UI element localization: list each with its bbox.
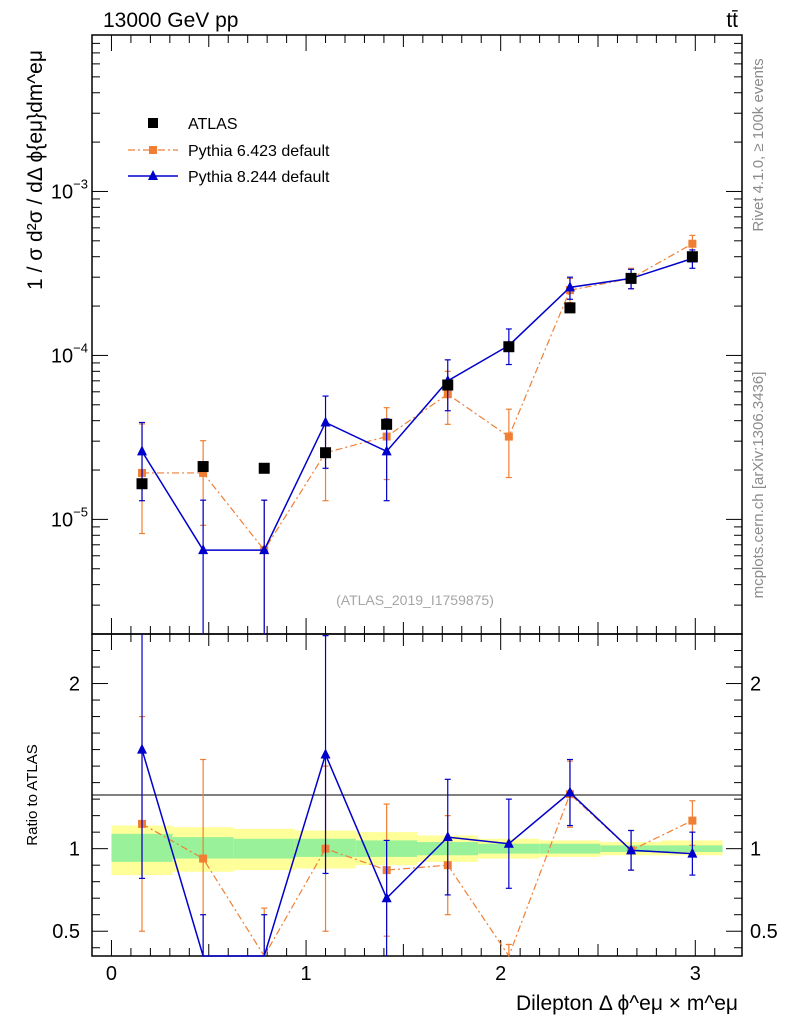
main-point-pythia-8-244-default: [320, 416, 331, 427]
ratio-y-tick-label: 1: [69, 839, 80, 861]
x-axis-label: Dilepton Δ ϕ^eμ × m^eμ: [516, 992, 738, 1015]
ratio-line-pythia-8-244-default: [141, 749, 693, 957]
legend: ATLAS Pythia 6.423 default Pythia 8.244 …: [128, 116, 330, 186]
main-y-tick-label: 10−4: [51, 340, 88, 367]
analysis-label: (ATLAS_2019_I1759875): [336, 592, 494, 608]
ratio-data-series: [137, 634, 698, 958]
legend-atlas-label: ATLAS: [188, 116, 238, 133]
legend-pythia6-marker: [149, 146, 157, 154]
ratio-point-pythia-6-423-default: [199, 854, 208, 863]
source-label: mcplots.cern.ch [arXiv:1306.3436]: [750, 372, 767, 599]
ratio-point-pythia-8-244-default: [626, 844, 637, 855]
main-point-pythia-8-244-default: [564, 281, 575, 292]
main-y-tick-exponent: −5: [73, 504, 88, 519]
main-y-tick-exponent: −3: [73, 176, 88, 191]
main-point-atlas: [564, 302, 576, 314]
main-point-pythia-8-244-default: [259, 544, 270, 555]
main-point-atlas: [258, 462, 270, 474]
ratio-point-pythia-8-244-default: [381, 892, 392, 903]
main-point-atlas: [503, 341, 515, 353]
x-tick-label: 2: [495, 963, 506, 985]
main-point-pythia-6-423-default: [199, 468, 208, 477]
ratio-line-pythia-6-423-default: [141, 793, 693, 958]
ratio-point-pythia-8-244-default: [687, 847, 698, 858]
ratio-y-tick-label-right: 0.5: [750, 921, 778, 943]
ratio-point-pythia-6-423-default: [688, 816, 697, 825]
ratio-band-inner: [539, 843, 601, 854]
main-point-atlas: [625, 272, 637, 284]
ratio-point-pythia-8-244-default: [320, 748, 331, 759]
x-tick-label: 0: [106, 963, 117, 985]
main-point-pythia-6-423-default: [504, 432, 513, 441]
main-y-tick-exponent: −4: [73, 340, 88, 355]
main-point-pythia-6-423-default: [688, 239, 697, 248]
main-y-tick-label: 10−3: [51, 176, 88, 203]
ratio-band-inner: [233, 838, 295, 859]
main-line-pythia-8-244-default: [141, 257, 693, 551]
ratio-y-tick-label-right: 1: [750, 839, 761, 861]
legend-pythia6-label: Pythia 6.423 default: [188, 143, 330, 160]
main-point-atlas: [320, 447, 332, 459]
legend-pythia8-marker: [148, 170, 158, 180]
main-y-tick-label: 10−5: [51, 504, 88, 531]
ratio-y-tick-label: 2: [69, 674, 80, 696]
main-y-axis-label: 1 / σ d²σ / dΔ ϕ{eμ}dm^eμ: [24, 50, 47, 290]
ratio-y-axis-label: Ratio to ATLAS: [24, 744, 41, 845]
x-tick-label: 3: [690, 963, 701, 985]
ratio-point-pythia-8-244-default: [503, 837, 514, 848]
main-line-pythia-6-423-default: [142, 243, 693, 552]
legend-atlas-marker: [148, 118, 158, 128]
ratio-y-tick-label-right: 2: [750, 674, 761, 696]
main-point-atlas: [686, 251, 698, 263]
main-point-atlas: [197, 461, 209, 473]
main-point-atlas: [136, 478, 148, 490]
main-point-atlas: [442, 379, 454, 391]
main-point-pythia-8-244-default: [137, 445, 148, 456]
main-point-atlas: [381, 418, 393, 430]
ratio-y-tick-label: 0.5: [52, 921, 80, 943]
ratio-axis-ticks: 0 1 2 3 0.5 0.5 1 1 2 2: [52, 634, 778, 985]
x-tick-label: 1: [301, 963, 312, 985]
legend-pythia8-label: Pythia 8.244 default: [188, 169, 330, 186]
main-data-series: [136, 234, 698, 634]
energy-label: 13000 GeV pp: [103, 9, 238, 32]
ratio-point-pythia-8-244-default: [564, 786, 575, 797]
main-point-pythia-8-244-default: [198, 544, 209, 555]
main-point-pythia-8-244-default: [381, 445, 392, 456]
ratio-point-pythia-8-244-default: [137, 743, 148, 754]
process-label: tt̄: [726, 9, 738, 32]
rivet-label: Rivet 4.1.0, ≥ 100k events: [750, 58, 767, 231]
ratio-point-pythia-8-244-default: [442, 831, 453, 842]
